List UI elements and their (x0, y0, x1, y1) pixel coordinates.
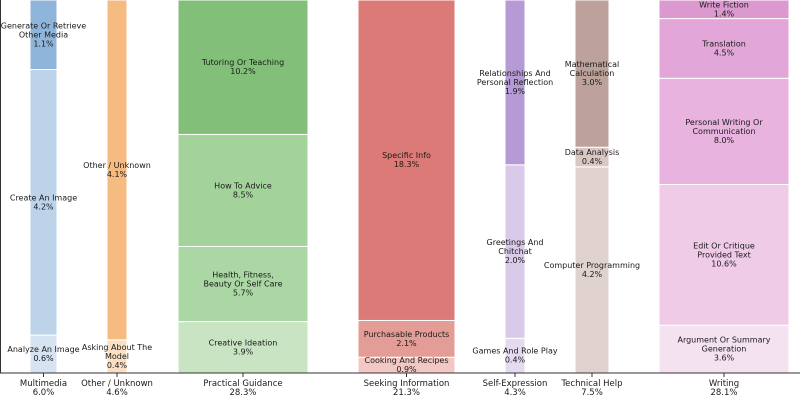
segment-label-seeking-information-cooking-and-recipes: Cooking And Recipes 0.9% (365, 356, 449, 374)
segment-label-practical-guidance-how-to-advice: How To Advice 8.5% (214, 181, 272, 199)
bar-segment-multimedia-analyze-an-image (29, 334, 58, 374)
bar-segment-multimedia-create-an-image (29, 69, 58, 336)
x-tick-label-writing: Writing 28.1% (709, 379, 739, 398)
segment-label-writing-edit-or-critique-provided-text: Edit Or Critique Provided Text 10.6% (693, 241, 755, 268)
segment-label-technical-help-data-analysis: Data Analysis 0.4% (565, 148, 620, 166)
segment-label-writing-write-fiction: Write Fiction 1.4% (699, 0, 749, 18)
segment-label-practical-guidance-creative-ideation: Creative Ideation 3.9% (209, 338, 278, 356)
bar-segment-writing-write-fiction (658, 0, 790, 20)
bar-segment-practical-guidance-how-to-advice (177, 133, 309, 247)
segment-label-writing-personal-writing-or-communication: Personal Writing Or Communication 8.0% (685, 118, 763, 145)
segment-label-self-expression-games-and-role-play: Games And Role Play 0.4% (472, 347, 557, 365)
segment-label-self-expression-greetings-and-chitchat: Greetings And Chitchat 2.0% (487, 238, 544, 265)
segment-label-seeking-information-purchasable-products: Purchasable Products 2.1% (364, 330, 450, 348)
segment-label-multimedia-analyze-an-image: Analyze An Image 0.6% (7, 345, 79, 363)
segment-label-self-expression-relationships-and-personal-reflection: Relationships And Personal Reflection 1.9% (477, 69, 553, 96)
bar-segment-seeking-information-purchasable-products (357, 319, 456, 358)
bar-segment-writing-edit-or-critique-provided-text (658, 184, 790, 326)
x-tick-label-other-unknown: Other / Unknown 4.6% (81, 379, 153, 398)
bar-segment-multimedia-generate-or-retrieve-other-media (29, 0, 58, 71)
bar-segment-other-unknown-other-unknown (106, 0, 128, 341)
bar-segment-writing-personal-writing-or-communication (658, 77, 790, 186)
segment-label-seeking-information-specific-info: Specific Info 18.3% (382, 151, 431, 169)
segment-label-practical-guidance-health-fitness-beauty-or-self-care: Health, Fitness, Beauty Or Self Care 5.7% (203, 271, 282, 298)
bars-layer (29, 0, 790, 374)
x-tick-label-practical-guidance: Practical Guidance 28.3% (203, 379, 282, 398)
segment-label-multimedia-create-an-image: Create An Image 4.2% (10, 193, 77, 211)
bar-segment-practical-guidance-tutoring-or-teaching (177, 0, 309, 135)
bar-segment-writing-translation (658, 18, 790, 79)
bar-segment-self-expression-relationships-and-personal-reflection (504, 0, 526, 166)
segment-label-technical-help-computer-programming: Computer Programming 4.2% (544, 261, 640, 279)
segment-label-writing-argument-or-summary-generation: Argument Or Summary Generation 3.6% (677, 336, 770, 363)
segment-label-other-unknown-other-unknown: Other / Unknown 4.1% (83, 161, 151, 179)
bar-segment-technical-help-computer-programming (574, 166, 610, 374)
segment-label-practical-guidance-tutoring-or-teaching: Tutoring Or Teaching 10.2% (201, 58, 284, 76)
x-axis (0, 0, 800, 374)
x-tick-label-technical-help: Technical Help 7.5% (560, 379, 622, 398)
segment-label-other-unknown-asking-about-the-model: Asking About The Model 0.4% (82, 343, 152, 370)
bar-segment-practical-guidance-health-fitness-beauty-or-self-care (177, 245, 309, 323)
bar-segment-seeking-information-specific-info (357, 0, 456, 321)
x-tick-label-multimedia: Multimedia 6.0% (20, 379, 67, 398)
labels-layer: Analyze An Image 0.6% Create An Image 4.2% G… (1, 0, 771, 398)
segment-label-technical-help-mathematical-calculation: Mathematical Calculation 3.0% (565, 60, 620, 87)
x-tick-label-seeking-information: Seeking Information 21.3% (364, 379, 450, 398)
segment-label-writing-translation: Translation 4.5% (701, 39, 746, 57)
x-tick-label-self-expression: Self-Expression 4.3% (483, 379, 548, 398)
segment-label-multimedia-generate-or-retrieve-other-media: Generate Or Retrieve Other Media 1.1% (1, 21, 86, 48)
bar-segment-technical-help-mathematical-calculation (574, 0, 610, 148)
